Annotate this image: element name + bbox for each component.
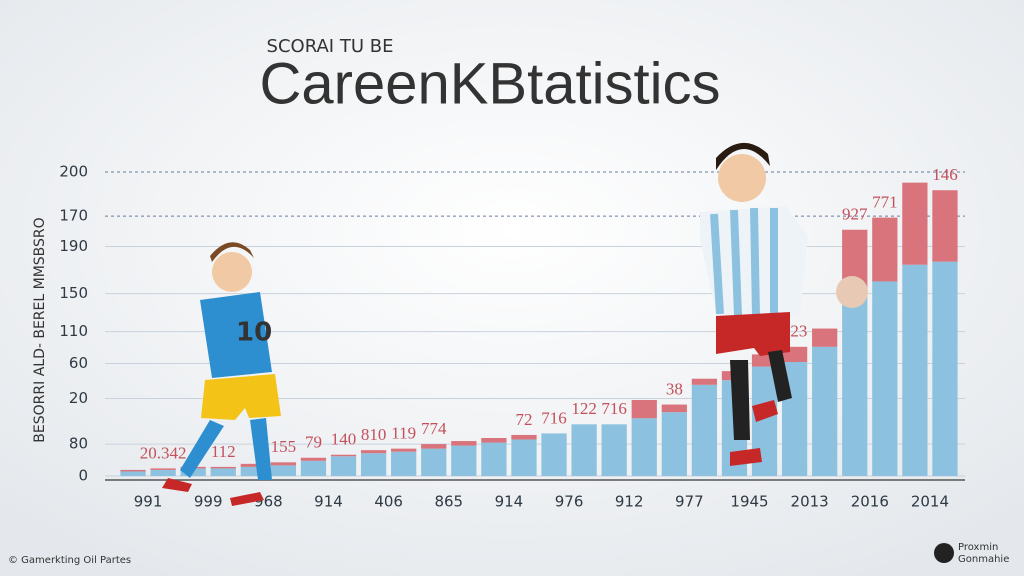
annotation: 146: [932, 165, 958, 184]
bar-segment: [902, 264, 928, 476]
bar-segment: [631, 418, 657, 476]
bar-segment: [300, 457, 327, 461]
bar-segment: [240, 466, 266, 476]
x-tick-label: 976: [555, 493, 584, 511]
x-tick-label: 1945: [730, 493, 768, 511]
bar-segment: [330, 456, 357, 476]
bar-segment: [511, 439, 537, 476]
bar-segment: [421, 444, 447, 449]
bar-segment: [872, 217, 898, 282]
x-tick-label: 914: [495, 493, 524, 511]
bar-segment: [330, 454, 357, 457]
y-tick-label: 80: [69, 435, 88, 453]
bar-segment: [691, 378, 718, 385]
x-tick-label: 991: [134, 493, 163, 511]
y-tick-label: 20: [69, 389, 88, 407]
bar-segment: [932, 190, 958, 262]
annotation: 112: [211, 442, 236, 461]
bar-segment: [270, 462, 297, 466]
x-tick-label: 865: [434, 493, 463, 511]
bar-segment: [812, 328, 838, 347]
bar-segment: [120, 471, 146, 476]
svg-text:10: 10: [236, 318, 272, 348]
annotation: 771: [872, 193, 898, 212]
bar-segment: [661, 412, 687, 476]
bar-segment: [601, 424, 627, 476]
bar-segment: [872, 281, 898, 476]
annotation: 810: [361, 425, 387, 444]
annotation: 140: [331, 430, 357, 449]
x-tick-label: 2013: [791, 493, 829, 511]
x-tick-label: 977: [675, 493, 704, 511]
bar-segment: [481, 442, 507, 476]
bar-segment: [902, 182, 928, 265]
y-tick-label: 0: [78, 467, 88, 485]
player-right: [700, 142, 868, 466]
x-tick-label: 406: [374, 493, 403, 511]
chart-title: CareenKBtatistics: [260, 51, 721, 116]
annotation: 774: [421, 419, 447, 438]
bar-segment: [300, 460, 327, 476]
logo: [934, 543, 954, 563]
annotation: 79: [305, 433, 322, 452]
bar-segment: [270, 465, 297, 476]
bar-segment: [842, 290, 868, 476]
annotation: 72: [515, 410, 532, 429]
y-tick-label: 170: [59, 207, 88, 225]
annotation: 38: [666, 379, 683, 398]
annotation: 20.342: [140, 443, 187, 462]
bar-segment: [210, 468, 236, 476]
x-tick-label: 999: [194, 493, 223, 511]
bar-segment: [120, 469, 146, 472]
x-tick-label: 914: [314, 493, 343, 511]
bar-segment: [150, 468, 176, 470]
bar-segment: [421, 448, 447, 476]
y-tick-label: 150: [59, 284, 88, 302]
bar-segment: [541, 433, 567, 476]
bar-segment: [661, 404, 687, 413]
annotation: 716: [601, 399, 627, 418]
bar-segment: [812, 346, 838, 476]
y-tick-label: 190: [59, 237, 88, 255]
x-tick-label: 2014: [911, 493, 949, 511]
bar-segment: [932, 261, 958, 476]
bar-segment: [391, 448, 417, 452]
bar-segment: [360, 453, 387, 476]
annotation: 155: [271, 437, 297, 456]
bar-segment: [210, 466, 236, 469]
y-tick-label: 60: [69, 354, 88, 372]
bar-segment: [691, 384, 718, 476]
y-tick-label: 200: [59, 163, 88, 181]
annotation: 927: [842, 205, 868, 224]
bar-segment: [240, 463, 266, 467]
annotation: 716: [541, 408, 567, 427]
x-tick-label: 2016: [851, 493, 889, 511]
y-axis-label: BESORRI ALD- BEREL MMSBSRO: [32, 217, 48, 442]
bar-segment: [391, 451, 417, 476]
bar-segment: [451, 445, 477, 476]
y-tick-label: 110: [59, 322, 88, 340]
bar-segment: [571, 424, 597, 476]
bar-segment: [150, 469, 176, 476]
chart-subtitle: SCORAI TU BE: [267, 36, 394, 57]
bar-segment: [360, 450, 387, 454]
player-left: 10: [162, 242, 281, 506]
bar-segment: [511, 434, 537, 440]
footer-right: Gonmahie: [958, 554, 1009, 565]
x-tick-label: 912: [615, 493, 644, 511]
bar-segment: [451, 441, 477, 446]
footer-left: © Gamerkting Oil Partes: [8, 555, 131, 566]
annotation: 122: [571, 399, 597, 418]
bar-segment: [481, 438, 507, 443]
footer-right: Proxmin: [958, 542, 998, 553]
annotation: 119: [391, 424, 416, 443]
bar-segment: [631, 400, 657, 419]
